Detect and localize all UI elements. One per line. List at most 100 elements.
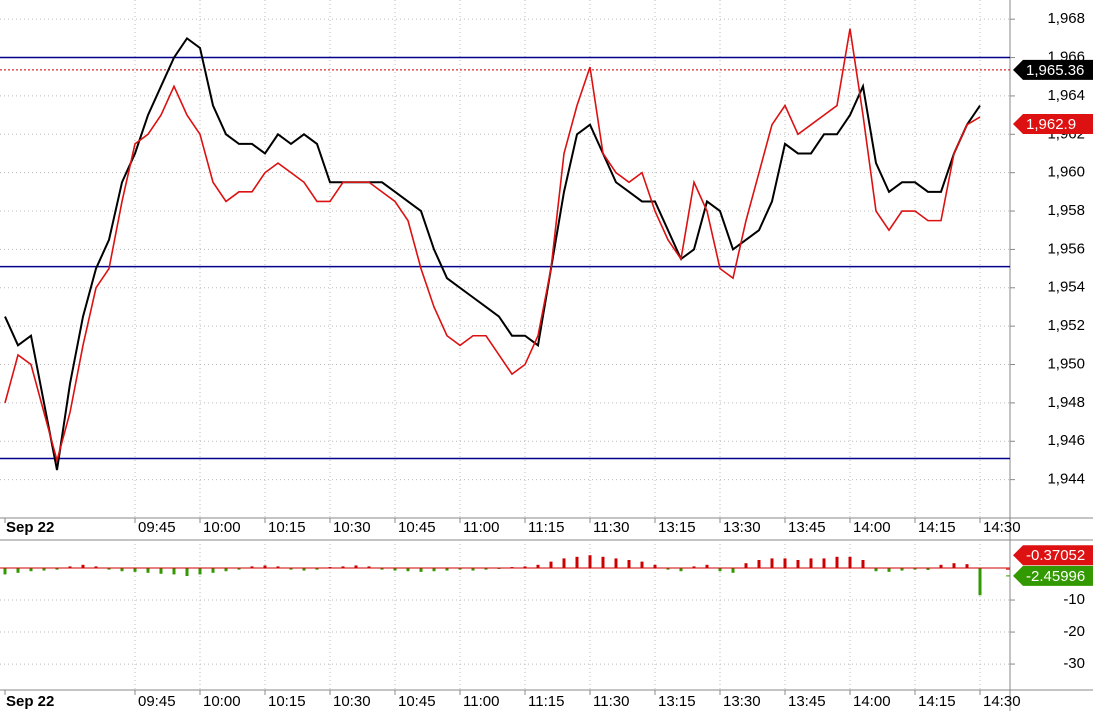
histogram-bar <box>81 564 85 569</box>
histogram-bar <box>562 558 566 569</box>
x-tick-label: 14:15 <box>918 693 956 710</box>
histogram-bar <box>588 555 592 569</box>
histogram-bar <box>393 568 397 571</box>
histogram-bar <box>731 568 735 573</box>
histogram-bar <box>913 568 917 570</box>
x-tick-label: 11:15 <box>528 519 564 536</box>
histogram-bar <box>484 568 488 570</box>
histogram-bar <box>29 568 33 572</box>
histogram-bar <box>952 563 956 569</box>
histogram-bar <box>159 568 163 574</box>
histogram-bar <box>692 566 696 569</box>
histogram-bar <box>42 568 46 571</box>
histogram-bar <box>939 564 943 569</box>
histogram-bar <box>3 568 7 575</box>
y-tick-label: -10 <box>1063 591 1085 608</box>
histogram-bar <box>523 566 527 569</box>
x-tick-label: 14:30 <box>983 519 1021 536</box>
price-box <box>1013 114 1093 135</box>
histogram-bar <box>146 568 150 573</box>
histogram-bar <box>835 556 839 569</box>
x-tick-label: 11:00 <box>463 693 499 710</box>
histogram-bar <box>718 568 722 572</box>
x-tick-label: 13:45 <box>788 693 826 710</box>
x-tick-label: 14:00 <box>853 519 891 536</box>
x-tick-label: 13:15 <box>658 519 696 536</box>
price-box <box>1013 545 1093 566</box>
x-tick-label: 10:00 <box>203 519 241 536</box>
x-tick-label: 14:15 <box>918 519 956 536</box>
histogram-bar <box>874 568 878 572</box>
x-tick-label: 10:30 <box>333 519 371 536</box>
histogram-bar <box>887 568 891 572</box>
y-tick-label: 1,954 <box>1047 279 1085 296</box>
histogram-bar <box>848 556 852 569</box>
histogram-bar <box>107 568 111 570</box>
y-tick-label: 1,964 <box>1047 87 1085 104</box>
histogram-bar <box>809 558 813 569</box>
x-tick-label: Sep 22 <box>6 519 54 536</box>
x-tick-label: 11:30 <box>593 519 629 536</box>
histogram-bar <box>302 568 306 571</box>
histogram-bar <box>289 568 293 570</box>
histogram-bar <box>666 568 670 570</box>
y-tick-label: 1,950 <box>1047 355 1085 372</box>
histogram-bar <box>419 568 423 572</box>
histogram-bar <box>601 556 605 569</box>
y-tick-label: 1,948 <box>1047 394 1085 411</box>
histogram-bar <box>861 560 865 569</box>
histogram-bar <box>549 561 553 569</box>
histogram-bar <box>406 568 410 572</box>
x-tick-label: 14:30 <box>983 693 1021 710</box>
histogram-bar <box>211 568 215 573</box>
histogram-bar <box>458 568 462 570</box>
x-tick-label: 13:30 <box>723 693 761 710</box>
histogram-bar <box>653 564 657 569</box>
price-line <box>4 28 981 464</box>
x-tick-label: 11:15 <box>528 693 564 710</box>
price-box <box>1013 565 1093 586</box>
y-tick-label: 1,968 <box>1047 10 1085 27</box>
histogram-bar <box>276 566 280 569</box>
histogram-bar <box>705 564 709 569</box>
x-tick-label: Sep 22 <box>6 693 54 710</box>
price-box <box>1013 59 1093 80</box>
price-label: -2.45996 <box>1026 568 1085 585</box>
x-tick-label: 09:45 <box>138 693 176 710</box>
price-label: 1,962.9 <box>1026 116 1076 133</box>
histogram-bar <box>783 558 787 569</box>
histogram-bar <box>640 561 644 569</box>
histogram-bar <box>55 568 59 570</box>
histogram-bar <box>575 556 579 569</box>
histogram-bar <box>16 568 20 573</box>
histogram-bar <box>471 568 475 571</box>
x-tick-label: 09:45 <box>138 519 176 536</box>
histogram-bar <box>120 568 124 572</box>
histogram-bar <box>380 568 384 570</box>
y-tick-label: 1,946 <box>1047 432 1085 449</box>
x-tick-label: 10:15 <box>268 693 306 710</box>
histogram-bar <box>757 560 761 569</box>
histogram-bar <box>770 558 774 569</box>
x-tick-label: 10:00 <box>203 693 241 710</box>
histogram-bar <box>237 568 241 570</box>
histogram-bar <box>744 563 748 569</box>
histogram-bar <box>679 568 683 572</box>
histogram-bar <box>822 558 826 569</box>
histogram-bar <box>250 566 254 569</box>
histogram-bar <box>263 565 267 569</box>
x-tick-label: 14:00 <box>853 693 891 710</box>
histogram-bar <box>926 568 930 570</box>
histogram-bar <box>796 560 800 569</box>
price-label: -0.37052 <box>1026 547 1085 564</box>
x-tick-label: 13:30 <box>723 519 761 536</box>
histogram-bar <box>978 568 982 596</box>
x-tick-label: 10:45 <box>398 519 436 536</box>
x-tick-label: 10:30 <box>333 693 371 710</box>
histogram-bar <box>445 568 449 571</box>
histogram-bar <box>94 566 98 569</box>
x-tick-label: 11:00 <box>463 519 499 536</box>
histogram-bar <box>315 568 319 570</box>
